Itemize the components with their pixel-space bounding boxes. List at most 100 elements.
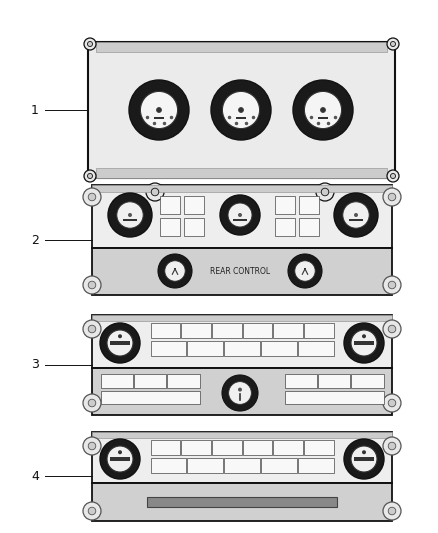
Circle shape: [321, 108, 325, 112]
Circle shape: [388, 442, 396, 450]
Circle shape: [88, 442, 96, 450]
Circle shape: [351, 446, 377, 472]
Bar: [92, 483, 392, 521]
Bar: [123, 219, 137, 221]
Circle shape: [351, 330, 377, 356]
Circle shape: [165, 261, 185, 281]
Circle shape: [128, 213, 132, 217]
Bar: [147, 497, 337, 507]
Bar: [92, 185, 392, 248]
Bar: [304, 322, 333, 337]
Circle shape: [238, 387, 242, 392]
Circle shape: [391, 173, 396, 179]
Circle shape: [222, 375, 258, 411]
Circle shape: [288, 254, 322, 288]
Bar: [261, 341, 297, 356]
Bar: [318, 117, 328, 119]
Bar: [151, 457, 186, 472]
Circle shape: [383, 437, 401, 455]
Circle shape: [156, 108, 162, 112]
Bar: [167, 374, 199, 387]
Circle shape: [84, 38, 96, 50]
Circle shape: [83, 188, 101, 206]
Bar: [181, 322, 211, 337]
Circle shape: [387, 38, 399, 50]
Circle shape: [383, 276, 401, 294]
Bar: [181, 440, 211, 455]
Bar: [92, 315, 392, 321]
Bar: [273, 322, 303, 337]
Bar: [212, 440, 241, 455]
Circle shape: [100, 323, 140, 363]
Circle shape: [88, 281, 96, 289]
Bar: [298, 457, 333, 472]
Text: 2: 2: [31, 233, 39, 246]
Bar: [110, 342, 130, 345]
Circle shape: [88, 507, 96, 515]
Circle shape: [83, 276, 101, 294]
Circle shape: [388, 193, 396, 201]
Circle shape: [141, 91, 177, 128]
Bar: [184, 218, 204, 236]
Bar: [187, 341, 223, 356]
Bar: [96, 42, 387, 52]
Bar: [299, 196, 319, 214]
Circle shape: [107, 446, 133, 472]
Bar: [92, 248, 392, 295]
Circle shape: [117, 202, 143, 228]
Bar: [92, 185, 392, 192]
Bar: [304, 440, 333, 455]
Circle shape: [88, 325, 96, 333]
Bar: [160, 218, 180, 236]
Circle shape: [295, 261, 315, 281]
Bar: [354, 457, 374, 461]
Circle shape: [383, 320, 401, 338]
Circle shape: [211, 80, 271, 140]
Text: REAR CONTROL: REAR CONTROL: [210, 268, 270, 277]
Bar: [92, 432, 392, 438]
Bar: [233, 219, 247, 221]
Circle shape: [83, 394, 101, 412]
Bar: [275, 196, 295, 214]
Bar: [224, 341, 260, 356]
Bar: [261, 457, 297, 472]
Circle shape: [108, 193, 152, 237]
Bar: [96, 168, 387, 178]
Circle shape: [118, 450, 122, 454]
Circle shape: [107, 330, 133, 356]
Circle shape: [343, 202, 369, 228]
Circle shape: [84, 170, 96, 182]
Bar: [187, 457, 223, 472]
Circle shape: [362, 334, 366, 338]
Circle shape: [88, 173, 92, 179]
Circle shape: [118, 334, 122, 338]
Circle shape: [391, 42, 396, 46]
Bar: [100, 374, 133, 387]
Circle shape: [88, 399, 96, 407]
Circle shape: [388, 507, 396, 515]
Circle shape: [158, 254, 192, 288]
Bar: [134, 374, 166, 387]
Circle shape: [383, 188, 401, 206]
Bar: [151, 440, 180, 455]
Circle shape: [388, 399, 396, 407]
Circle shape: [238, 213, 242, 217]
Bar: [236, 117, 246, 119]
Circle shape: [388, 325, 396, 333]
Text: 3: 3: [31, 359, 39, 372]
Circle shape: [321, 188, 329, 196]
Circle shape: [388, 281, 396, 289]
Bar: [92, 315, 392, 368]
Circle shape: [88, 42, 92, 46]
Bar: [298, 341, 333, 356]
Circle shape: [220, 195, 260, 235]
Circle shape: [316, 183, 334, 201]
Circle shape: [344, 323, 384, 363]
Bar: [92, 368, 392, 415]
Circle shape: [88, 193, 96, 201]
Bar: [299, 218, 319, 236]
Bar: [110, 457, 130, 461]
Bar: [92, 432, 392, 483]
Circle shape: [383, 502, 401, 520]
Circle shape: [383, 394, 401, 412]
